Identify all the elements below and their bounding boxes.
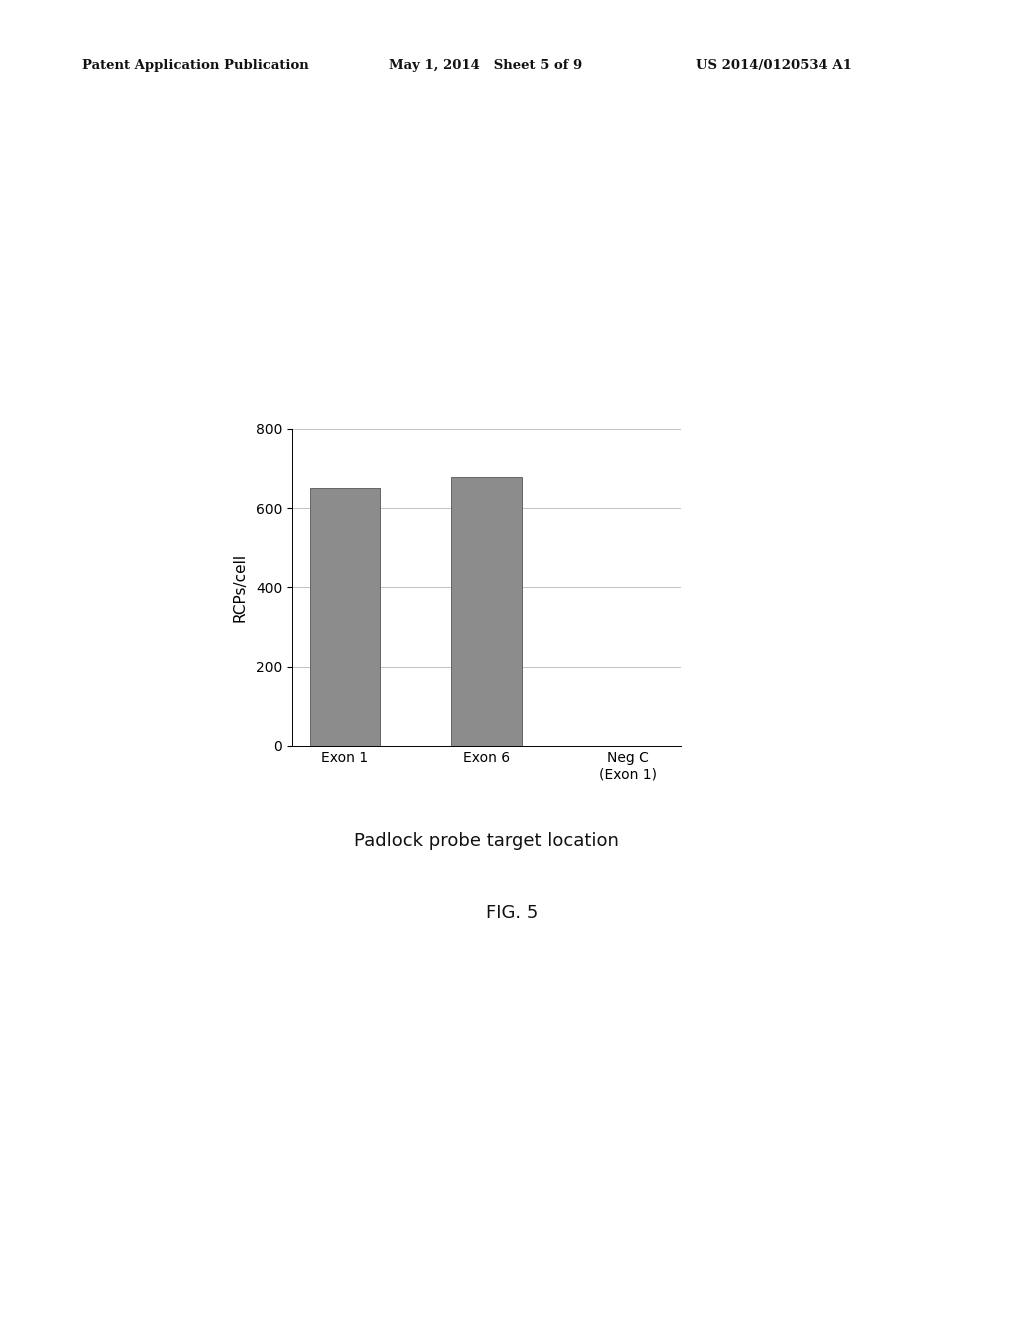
Text: May 1, 2014   Sheet 5 of 9: May 1, 2014 Sheet 5 of 9 [389, 59, 583, 73]
Bar [309, 488, 380, 746]
Text: Padlock probe target location: Padlock probe target location [354, 832, 618, 850]
Bar [451, 477, 522, 746]
Text: US 2014/0120534 A1: US 2014/0120534 A1 [696, 59, 852, 73]
Y-axis label: RCPs/cell: RCPs/cell [232, 553, 248, 622]
Text: FIG. 5: FIG. 5 [485, 904, 539, 923]
Text: Patent Application Publication: Patent Application Publication [82, 59, 308, 73]
